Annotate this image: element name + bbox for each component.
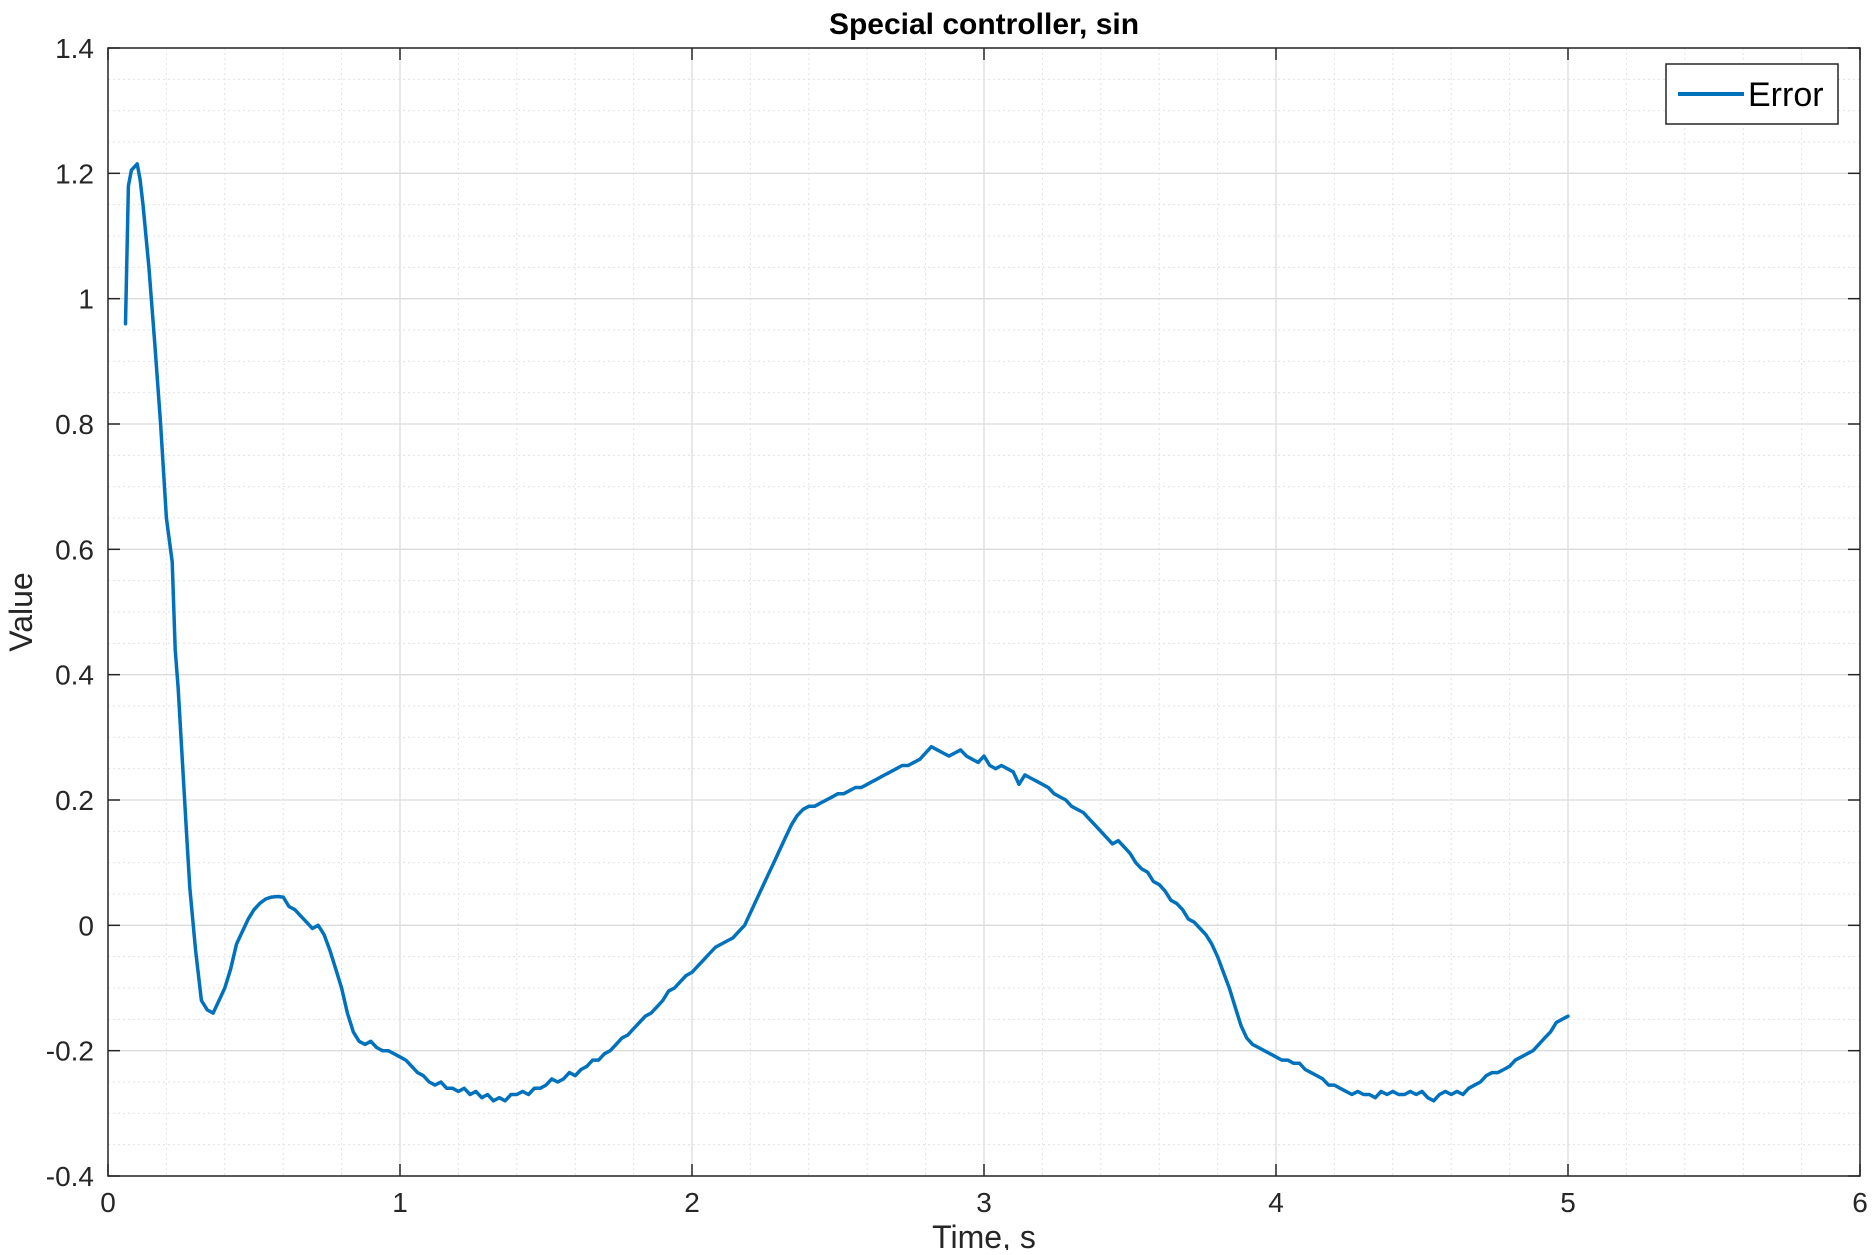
series-layer — [123, 162, 1570, 1103]
y-tick-label: 0.2 — [55, 785, 94, 816]
x-tick-labels: 0 1 2 3 4 5 6 — [100, 1187, 1868, 1218]
y-tick-label: 0.8 — [55, 409, 94, 440]
y-tick-label: 1 — [78, 284, 94, 315]
x-tick-label: 3 — [976, 1187, 992, 1218]
x-tick-label: 6 — [1852, 1187, 1868, 1218]
y-tick-label: -0.4 — [46, 1161, 94, 1192]
x-axis-label: Time, s — [932, 1219, 1036, 1250]
x-tick-label: 2 — [684, 1187, 700, 1218]
y-tick-label: 1.4 — [55, 33, 94, 64]
chart-title: Special controller, sin — [829, 8, 1139, 41]
y-tick-label: -0.2 — [46, 1036, 94, 1067]
x-tick-label: 4 — [1268, 1187, 1284, 1218]
y-tick-label: 0 — [78, 910, 94, 941]
x-tick-label: 0 — [100, 1187, 116, 1218]
series-line-error — [123, 162, 1570, 1103]
x-tick-label: 1 — [392, 1187, 408, 1218]
x-tick-label: 5 — [1560, 1187, 1576, 1218]
axis-ticks — [107, 47, 1861, 1177]
y-axis-label: Value — [3, 572, 39, 651]
y-tick-label: 0.4 — [55, 660, 94, 691]
legend-label-error: Error — [1748, 76, 1824, 114]
y-tick-label: 1.2 — [55, 158, 94, 189]
legend: Error — [1665, 63, 1839, 125]
y-tick-label: 0.6 — [55, 534, 94, 565]
y-tick-labels: -0.4 -0.2 0 0.2 0.4 0.6 0.8 1 1.2 1.4 — [46, 33, 94, 1192]
